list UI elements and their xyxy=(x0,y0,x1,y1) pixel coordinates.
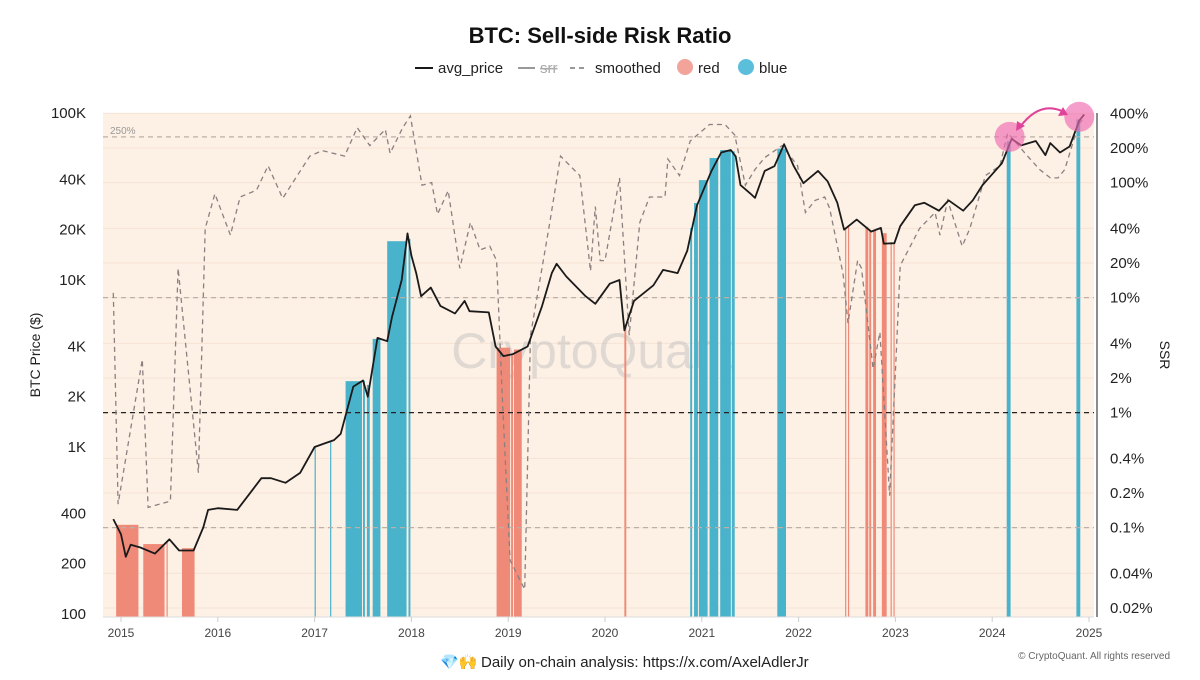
right-tick-label: 40% xyxy=(1110,220,1140,237)
legend-avg-price[interactable]: avg_price xyxy=(438,60,503,77)
red-period-band xyxy=(624,324,627,617)
x-axis-ticks: 2015 2016 2017 2018 2019 2020 2021 2022 2023 2024… xyxy=(108,617,1103,640)
blue-period-band xyxy=(694,203,698,618)
annotations xyxy=(994,101,1095,152)
signal-bands xyxy=(116,119,1081,618)
left-tick-label: 400 xyxy=(61,505,86,522)
right-tick-label: 0.1% xyxy=(1110,520,1144,537)
red-period-band xyxy=(496,347,511,617)
x-tick-label: 2020 xyxy=(592,626,619,640)
left-tick-label: 4K xyxy=(68,338,86,355)
x-tick-label: 2017 xyxy=(301,626,328,640)
right-tick-label: 0.02% xyxy=(1110,600,1153,617)
avg-price-line xyxy=(112,113,1085,558)
blue-period-band xyxy=(372,338,381,617)
x-tick-label: 2023 xyxy=(882,626,909,640)
legend-blue-swatch xyxy=(738,59,754,75)
right-tick-label: 10% xyxy=(1110,290,1140,307)
right-tick-label: 0.2% xyxy=(1110,485,1144,502)
right-tick-label: 200% xyxy=(1110,140,1148,157)
red-period-band xyxy=(881,233,887,617)
red-period-band xyxy=(865,226,869,617)
red-period-band xyxy=(143,544,165,617)
right-tick-label: 100% xyxy=(1110,175,1148,192)
left-tick-label: 100 xyxy=(61,606,86,623)
legend-srr[interactable]: srr xyxy=(540,60,558,77)
red-period-band xyxy=(116,524,139,617)
blue-period-band xyxy=(330,441,332,617)
blue-period-band xyxy=(698,180,708,618)
reference-line-label: 250% xyxy=(110,126,136,137)
left-tick-label: 1K xyxy=(68,439,86,456)
left-tick-label: 40K xyxy=(59,171,86,188)
right-axis-label: SSR xyxy=(1157,341,1173,370)
blue-period-band xyxy=(731,151,735,617)
legend-smoothed[interactable]: smoothed xyxy=(595,60,661,77)
left-tick-label: 100K xyxy=(51,105,86,122)
blue-period-band xyxy=(314,446,316,617)
x-tick-label: 2019 xyxy=(495,626,522,640)
arrowhead-left xyxy=(1016,121,1025,131)
right-tick-label: 20% xyxy=(1110,255,1140,272)
plot-background xyxy=(103,113,1094,617)
red-period-band xyxy=(181,548,195,617)
blue-period-band xyxy=(709,158,719,617)
x-tick-label: 2015 xyxy=(108,626,135,640)
right-tick-label: 0.04% xyxy=(1110,565,1153,582)
right-axis-ticks: 0.02% 0.04% 0.1% 0.2% 0.4% 1% 2% 4% 10% 20% 40% 100… xyxy=(1110,105,1153,617)
x-tick-label: 2022 xyxy=(785,626,812,640)
footer-link[interactable]: Daily on-chain analysis: https://x.com/A… xyxy=(481,654,809,671)
left-tick-label: 10K xyxy=(59,272,86,289)
x-tick-label: 2025 xyxy=(1076,626,1103,640)
highlight-circle xyxy=(1064,101,1095,132)
red-period-band xyxy=(873,229,877,617)
x-tick-label: 2024 xyxy=(979,626,1006,640)
legend-red[interactable]: red xyxy=(698,60,720,77)
blue-period-band xyxy=(366,384,370,617)
double-arrow xyxy=(1019,107,1065,128)
red-period-band xyxy=(893,243,895,617)
right-tick-label: 2% xyxy=(1110,370,1132,387)
blue-period-band xyxy=(1006,141,1011,617)
right-tick-label: 0.4% xyxy=(1110,450,1144,467)
footer-emoji: 💎🙌 xyxy=(440,653,477,671)
blue-period-band xyxy=(690,227,693,617)
smoothed-ssr-line xyxy=(112,114,1083,590)
left-axis-ticks: 100 200 400 1K 2K 4K 10K 20K 40K 100K xyxy=(51,105,86,623)
watermark: CryptoQuant xyxy=(451,323,735,379)
red-period-band xyxy=(511,354,514,617)
chart-title: BTC: Sell-side Risk Ratio xyxy=(469,23,732,48)
left-tick-label: 200 xyxy=(61,556,86,573)
x-tick-label: 2018 xyxy=(398,626,425,640)
left-tick-label: 20K xyxy=(59,222,86,239)
arrowhead-right xyxy=(1058,107,1068,116)
left-axis-label: BTC Price ($) xyxy=(27,313,43,398)
right-tick-label: 1% xyxy=(1110,405,1132,422)
right-tick-label: 400% xyxy=(1110,105,1148,122)
red-period-band xyxy=(166,541,168,617)
red-period-band xyxy=(845,228,847,617)
x-tick-label: 2016 xyxy=(204,626,231,640)
red-period-band xyxy=(847,225,850,617)
reference-lines: 250% xyxy=(103,126,1094,529)
blue-period-band xyxy=(387,241,407,617)
legend: avg_price srr smoothed red blue xyxy=(415,59,787,77)
copyright: © CryptoQuant. All rights reserved xyxy=(1018,651,1170,662)
right-tick-label: 4% xyxy=(1110,335,1132,352)
blue-period-band xyxy=(720,150,731,617)
x-tick-label: 2021 xyxy=(688,626,715,640)
red-period-band xyxy=(514,349,522,617)
blue-period-band xyxy=(777,148,787,618)
legend-red-swatch xyxy=(677,59,693,75)
blue-period-band xyxy=(345,381,363,617)
left-tick-label: 2K xyxy=(68,389,86,406)
blue-period-band xyxy=(363,380,365,617)
legend-blue[interactable]: blue xyxy=(759,60,787,77)
red-period-band xyxy=(890,243,892,618)
blue-period-band xyxy=(408,238,411,617)
red-period-band xyxy=(869,229,872,618)
blue-period-band xyxy=(1076,119,1081,617)
